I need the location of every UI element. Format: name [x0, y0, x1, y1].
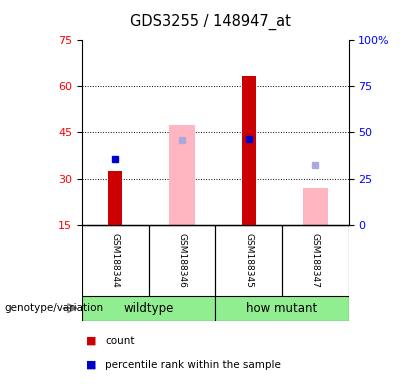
Bar	[302, 188, 328, 225]
Text: GSM188344: GSM188344	[111, 233, 120, 288]
Text: GSM188345: GSM188345	[244, 233, 253, 288]
Text: genotype/variation: genotype/variation	[4, 303, 103, 313]
Bar	[282, 225, 349, 296]
Text: ■: ■	[86, 336, 97, 346]
Bar	[241, 76, 255, 225]
Bar	[82, 225, 149, 296]
Bar	[169, 125, 194, 225]
Text: wildtype: wildtype	[123, 302, 174, 314]
Bar	[149, 225, 215, 296]
Text: GSM188347: GSM188347	[311, 233, 320, 288]
Text: ■: ■	[86, 360, 97, 370]
Text: GDS3255 / 148947_at: GDS3255 / 148947_at	[129, 13, 291, 30]
Text: count: count	[105, 336, 134, 346]
Text: percentile rank within the sample: percentile rank within the sample	[105, 360, 281, 370]
Text: GSM188346: GSM188346	[177, 233, 186, 288]
Bar	[215, 296, 349, 321]
Text: how mutant: how mutant	[246, 302, 318, 314]
Bar	[108, 171, 122, 225]
Bar	[215, 225, 282, 296]
Bar	[82, 296, 215, 321]
